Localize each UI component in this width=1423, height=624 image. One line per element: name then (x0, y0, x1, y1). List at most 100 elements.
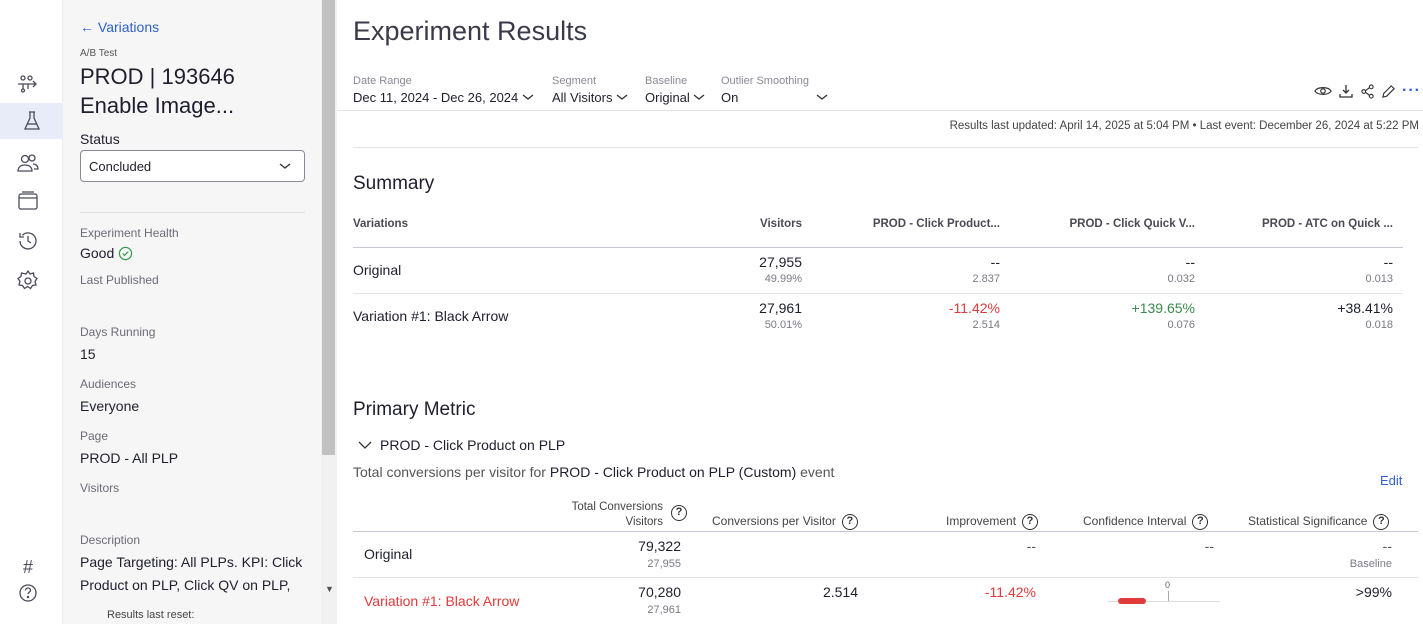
eye-icon[interactable] (1314, 83, 1332, 99)
page-label: Page (80, 429, 109, 443)
pages-icon[interactable] (13, 186, 43, 216)
sidebar-scrollbar[interactable]: ▼ (321, 0, 337, 624)
days-running-label: Days Running (80, 325, 156, 339)
summary-metric2-sub: 0.076 (1167, 319, 1195, 331)
experiments-icon[interactable] (0, 103, 63, 139)
description-line2: Product on PLP, Click QV on PLP, (80, 577, 291, 593)
date-range-select[interactable]: Dec 11, 2024 - Dec 26, 2024 (353, 90, 534, 105)
download-icon[interactable] (1338, 83, 1354, 99)
metric-cpv: 2.514 (822, 584, 858, 600)
summary-visitors: 27,955 (759, 254, 802, 270)
back-to-variations-link[interactable]: ← Variations (80, 19, 160, 35)
metric-improvement: -11.42% (984, 584, 1036, 600)
health-label: Experiment Health (80, 226, 179, 240)
more-options-icon[interactable]: ··· (1402, 82, 1421, 99)
results-updated-text: Results last updated: April 14, 2025 at … (949, 120, 1419, 132)
check-circle-icon (118, 246, 133, 261)
summary-row-name: Original (353, 262, 402, 278)
row-divider (353, 577, 1418, 578)
metric-header-divider (353, 531, 1418, 532)
chevron-down-icon (279, 163, 291, 169)
chevron-down-icon (522, 94, 534, 100)
hash-icon[interactable]: # (22, 556, 33, 577)
metric-confidence-interval: -- (1204, 538, 1214, 554)
audiences-label: Audiences (80, 377, 137, 391)
summary-metric3-sub: 0.018 (1365, 319, 1393, 331)
pencil-icon[interactable] (1381, 84, 1396, 99)
baseline-select[interactable]: Original (645, 90, 705, 105)
primary-metric-title: Primary Metric (353, 399, 476, 420)
experiment-title-line1: PROD | 193646 (80, 64, 235, 89)
summary-visitors-pct: 50.01% (764, 319, 802, 331)
description-line1: Page Targeting: All PLPs. KPI: Click (80, 554, 303, 570)
segment-select[interactable]: All Visitors (552, 90, 628, 105)
days-running-value: 15 (80, 346, 96, 362)
health-value: Good (80, 245, 133, 261)
flows-icon[interactable] (13, 69, 43, 99)
row-divider (353, 293, 1403, 294)
metric-row-name: Original (364, 546, 413, 562)
metric-significance-sub: Baseline (1349, 558, 1392, 570)
share-icon[interactable] (1360, 83, 1375, 99)
status-select[interactable]: Concluded (80, 150, 305, 182)
audiences-value: Everyone (80, 398, 140, 414)
help-circle-icon[interactable]: ? (1373, 514, 1390, 530)
summary-col-metric3: PROD - ATC on Quick ... (1262, 218, 1393, 230)
chevron-down-icon (616, 94, 628, 100)
date-range-label: Date Range (353, 75, 412, 87)
help-circle-icon[interactable]: ? (1192, 514, 1209, 530)
summary-visitors-pct: 49.99% (764, 273, 802, 285)
metric-significance: -- (1382, 538, 1392, 554)
summary-metric2-value: -- (1185, 254, 1195, 270)
summary-col-metric1: PROD - Click Product... (872, 218, 1000, 230)
history-icon[interactable] (13, 226, 43, 256)
help-circle-icon[interactable]: ? (1022, 514, 1039, 530)
summary-col-variations: Variations (353, 218, 408, 230)
arrow-left-icon: ← (80, 19, 98, 35)
edit-link[interactable]: Edit (1380, 473, 1403, 488)
toolbar-actions: ··· (1314, 82, 1421, 100)
status-value: Concluded (89, 159, 152, 174)
metric-visitors: 27,955 (647, 558, 681, 570)
segment-label: Segment (552, 75, 597, 87)
summary-title: Summary (353, 173, 435, 194)
summary-metric1-sub: 2.514 (972, 319, 1000, 331)
summary-metric3-value: +38.41% (1337, 300, 1393, 316)
help-circle-icon[interactable]: ? (671, 505, 687, 521)
visitors-label: Visitors (80, 481, 120, 495)
summary-visitors: 27,961 (759, 300, 802, 316)
header-divider (337, 110, 1423, 111)
nav-rail: # (0, 0, 63, 624)
experiment-type: A/B Test (80, 48, 118, 59)
summary-col-visitors: Visitors (760, 218, 802, 230)
ci-axis (1108, 601, 1220, 602)
experiment-details-panel (63, 0, 321, 624)
help-icon[interactable] (13, 578, 43, 608)
status-label: Status (80, 131, 120, 147)
last-published-label: Last Published (80, 273, 159, 287)
metric-expander[interactable]: PROD - Click Product on PLP (358, 437, 565, 453)
metric-visitors: 27,961 (647, 604, 681, 616)
summary-metric1-sub: 2.837 (972, 273, 1000, 285)
settings-icon[interactable] (13, 266, 43, 296)
updated-divider (353, 147, 1418, 148)
summary-metric3-value: -- (1383, 254, 1393, 270)
scrollbar-thumb[interactable] (322, 0, 335, 455)
divider (80, 212, 305, 213)
outlier-smoothing-select[interactable]: On (721, 90, 831, 105)
summary-metric1-value: -11.42% (948, 300, 1000, 316)
help-circle-icon[interactable]: ? (841, 514, 858, 530)
baseline-label: Baseline (645, 75, 688, 87)
scroll-down-icon[interactable]: ▼ (325, 584, 334, 594)
experiment-title-line2: Enable Image... (80, 93, 235, 118)
col-conversions-per-visitor: Conversions per Visitor? (712, 514, 858, 530)
metric-improvement: -- (1026, 538, 1036, 554)
page-title: Experiment Results (353, 16, 588, 46)
results-reset-label: Results last reset: (107, 609, 195, 621)
summary-metric2-sub: 0.032 (1167, 273, 1195, 285)
chevron-down-icon (694, 94, 705, 100)
audiences-icon[interactable] (13, 148, 43, 178)
summary-metric1-value: -- (990, 254, 1000, 270)
summary-col-metric2: PROD - Click Quick V... (1069, 218, 1195, 230)
summary-header-divider (353, 247, 1403, 248)
